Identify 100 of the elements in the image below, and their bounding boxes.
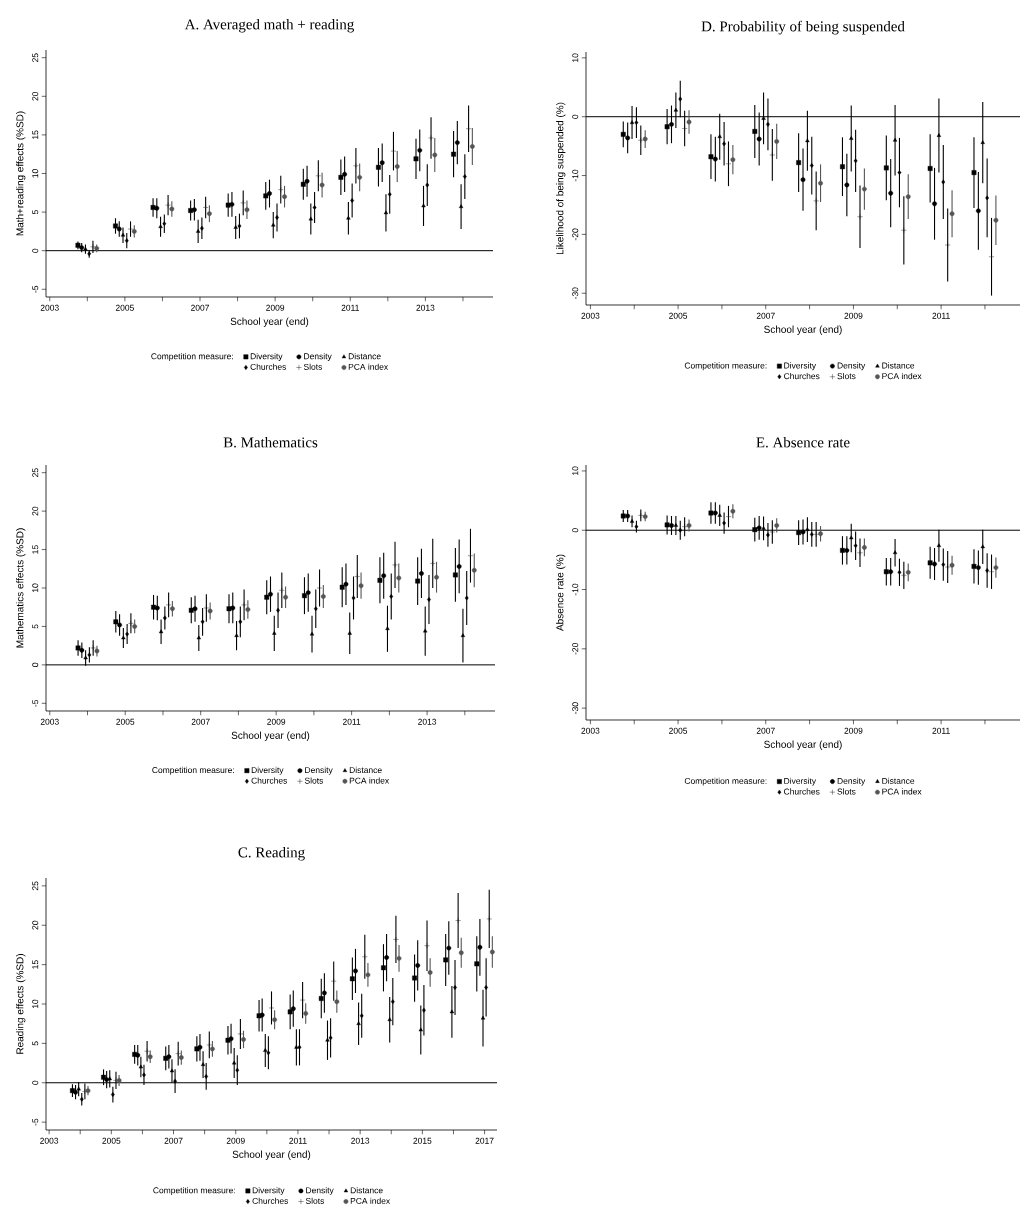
point (761, 526, 766, 530)
point (351, 595, 356, 601)
legend-label: Density (837, 777, 866, 786)
point (474, 961, 480, 967)
legend-title: Competition measure: (151, 353, 233, 361)
point (294, 1044, 299, 1049)
legend-label: Distance (348, 353, 381, 360)
point (480, 1015, 486, 1020)
x-tick-label: 2005 (669, 312, 688, 319)
point (346, 215, 351, 220)
point (669, 523, 674, 528)
y-tick-label: 0 (572, 528, 579, 533)
y-tick-label: 25 (32, 53, 39, 62)
point (412, 975, 417, 981)
legend-label: Distance (350, 1187, 383, 1194)
point (320, 594, 326, 599)
point (396, 575, 402, 581)
point (121, 635, 126, 640)
y-tick-label: 25 (32, 468, 39, 477)
point (413, 156, 419, 162)
y-tick-label: 10 (572, 466, 579, 475)
point (769, 529, 776, 535)
point (883, 165, 889, 171)
point (796, 160, 802, 165)
point (263, 1048, 268, 1052)
point (225, 202, 231, 208)
y-tick-label: 0 (32, 1080, 39, 1085)
y-tick-label: -5 (32, 1118, 39, 1126)
point (282, 194, 287, 200)
y-tick-label: 0 (572, 114, 579, 119)
point (240, 200, 247, 206)
point (905, 569, 911, 575)
point (708, 510, 714, 516)
point (124, 238, 129, 244)
point (158, 224, 163, 229)
legend-label: Churches (251, 777, 288, 784)
point (434, 574, 439, 580)
point (299, 997, 306, 1003)
point (390, 999, 395, 1005)
point (362, 953, 368, 960)
point (290, 1006, 296, 1012)
point (425, 182, 430, 188)
point (849, 535, 854, 540)
point (276, 607, 280, 613)
x-axis-title: School year (end) (764, 325, 842, 335)
point (191, 207, 197, 213)
y-tick-label: 10 (32, 169, 39, 178)
point (207, 211, 212, 217)
point (427, 597, 431, 602)
point (625, 135, 631, 141)
point (766, 121, 770, 127)
point (120, 232, 126, 237)
point (90, 244, 96, 250)
y-axis-title: Absence rate (%) (556, 554, 566, 631)
point (892, 137, 898, 142)
legend-label: Distance (349, 766, 382, 774)
y-tick-label: -5 (32, 699, 39, 707)
point (756, 525, 762, 531)
chart-title: C. Reading (238, 846, 305, 861)
point (232, 1060, 237, 1065)
point (339, 584, 345, 590)
point (259, 1012, 265, 1018)
point (381, 573, 387, 579)
point (443, 957, 449, 963)
point (178, 1055, 184, 1060)
point (429, 560, 436, 567)
point (464, 595, 469, 601)
point (204, 1074, 209, 1079)
chart-title: B. Mathematics (223, 436, 318, 448)
x-tick-label: 2003 (581, 727, 600, 734)
y-tick-label: 10 (32, 999, 39, 1009)
legend-label: PCA index (349, 777, 390, 784)
x-tick-label: 2011 (289, 1137, 307, 1144)
point (150, 205, 156, 210)
x-tick-label: 2009 (844, 312, 863, 319)
point (353, 968, 358, 974)
point (853, 158, 858, 164)
legend-title: Competition measure: (152, 766, 234, 775)
point (669, 121, 674, 127)
point (328, 1035, 333, 1041)
point (458, 950, 464, 956)
point (266, 1050, 271, 1056)
point (389, 594, 394, 599)
point (941, 562, 946, 568)
point (197, 1044, 203, 1050)
point (162, 221, 167, 227)
x-tick-label: 2017 (475, 1137, 494, 1144)
y-tick-label: 20 (32, 920, 39, 930)
point (392, 562, 398, 568)
point (154, 205, 160, 211)
legend-label: Churches (784, 372, 820, 380)
point (394, 164, 400, 169)
x-tick-label: 2007 (164, 1137, 183, 1144)
x-tick-label: 2009 (267, 718, 286, 725)
point (147, 1054, 153, 1060)
point (428, 135, 434, 141)
point (769, 152, 776, 158)
point (678, 96, 683, 102)
y-tick-label: -10 (572, 583, 579, 596)
point (620, 131, 626, 137)
